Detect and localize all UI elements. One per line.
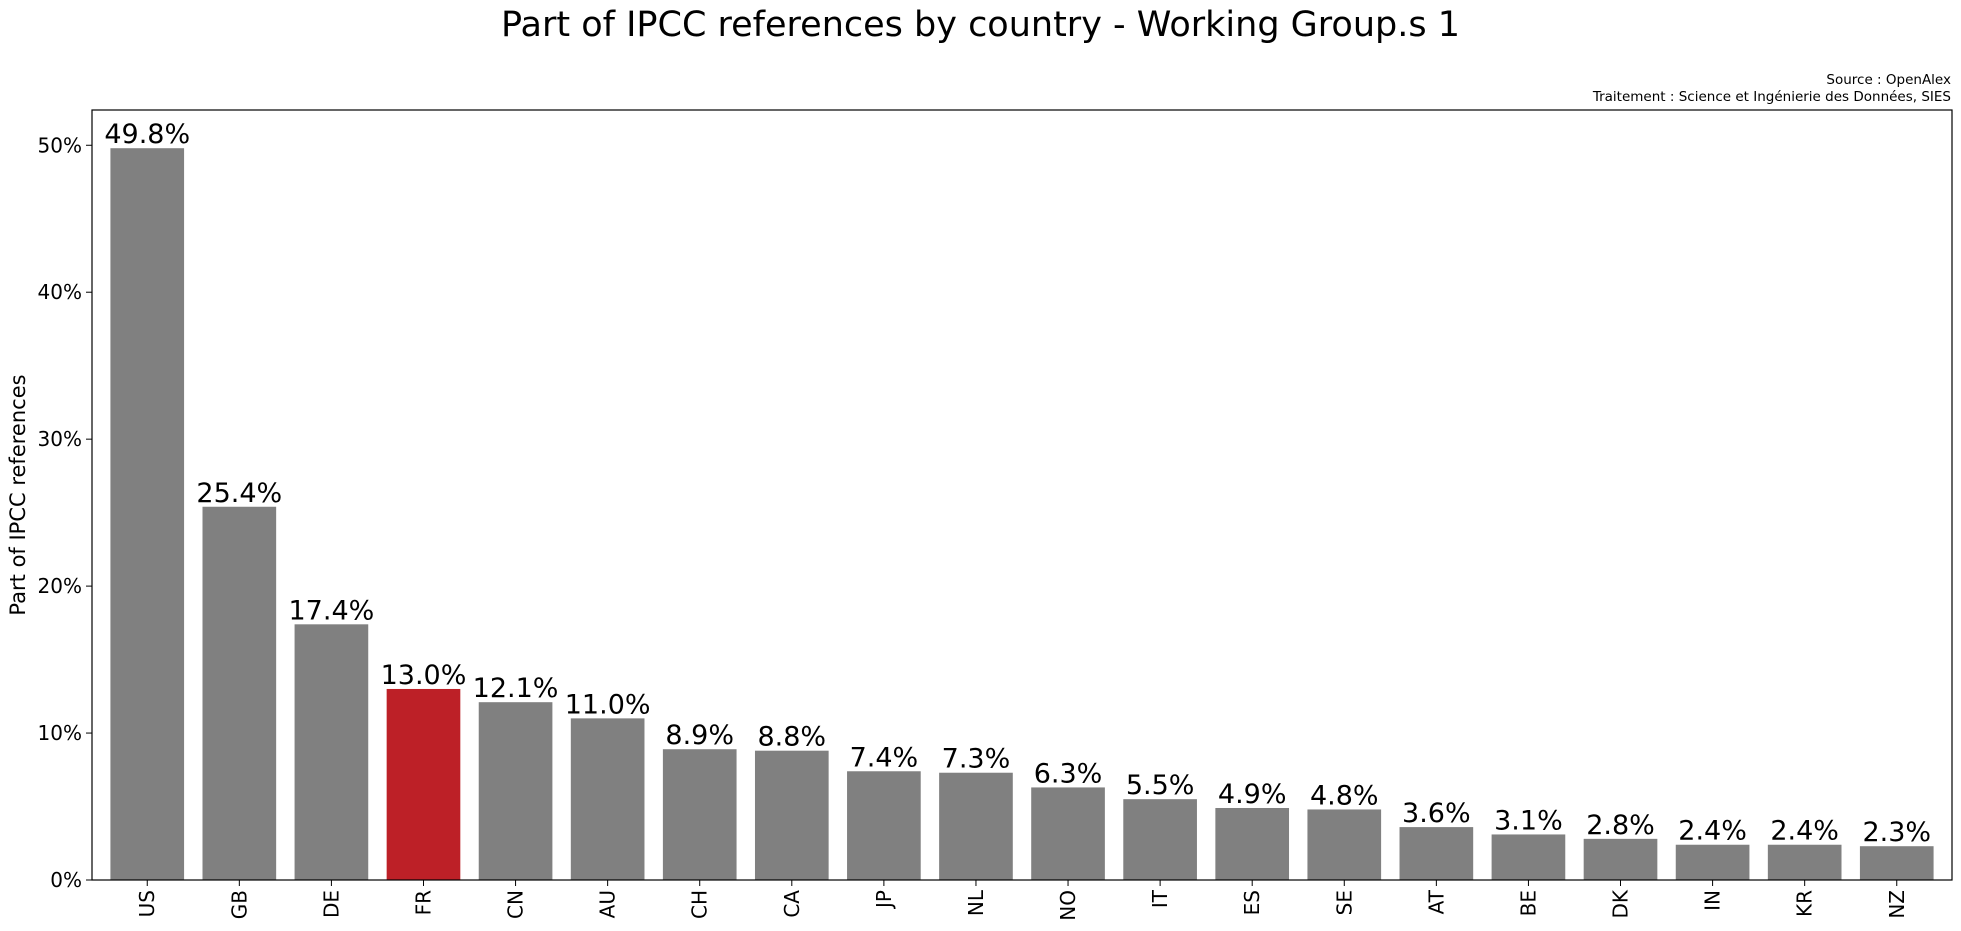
x-tick-label-es: ES <box>1240 890 1264 915</box>
value-label-au: 11.0% <box>565 689 651 720</box>
value-label-ch: 8.9% <box>665 720 734 751</box>
value-label-cn: 12.1% <box>473 673 559 704</box>
x-tick-label-in: IN <box>1701 890 1725 911</box>
value-label-dk: 2.8% <box>1586 810 1655 841</box>
x-tick-label-kr: KR <box>1793 890 1817 917</box>
value-label-us: 49.8% <box>104 119 190 150</box>
value-label-gb: 25.4% <box>196 478 282 509</box>
bar-nz <box>1859 846 1934 880</box>
x-tick-label-us: US <box>135 890 159 917</box>
value-label-es: 4.9% <box>1218 779 1287 810</box>
x-tick-label-ca: CA <box>780 890 804 918</box>
value-label-de: 17.4% <box>289 595 375 626</box>
x-tick-label-nz: NZ <box>1885 890 1909 919</box>
value-label-se: 4.8% <box>1310 780 1379 811</box>
y-tick-label: 50% <box>38 133 82 157</box>
x-tick-label-jp: JP <box>872 890 896 910</box>
bar-ch <box>662 749 737 880</box>
y-axis: 0% 10% 20% 30% 40% 50% <box>38 133 92 892</box>
bar-au <box>570 718 645 880</box>
plot-frame <box>91 109 1953 881</box>
x-axis: US GB DE FR CN AU CH CA JP NL NO IT ES SE AT BE DK IN KR NZ <box>135 880 1909 921</box>
source-line: Source : OpenAlex <box>1826 72 1951 88</box>
x-tick-label-at: AT <box>1424 889 1448 914</box>
treatment-line: Traitement : Science et Ingénierie des D… <box>1592 89 1951 105</box>
x-tick-label-de: DE <box>319 890 343 918</box>
x-tick-label-dk: DK <box>1609 889 1633 918</box>
value-label-kr: 2.4% <box>1770 816 1839 847</box>
bar-de <box>294 624 369 880</box>
x-tick-label-se: SE <box>1332 890 1356 915</box>
value-label-fr: 13.0% <box>381 660 467 691</box>
y-axis-title: Part of IPCC references <box>6 374 30 615</box>
value-label-be: 3.1% <box>1494 805 1563 836</box>
y-tick-label: 20% <box>38 574 82 598</box>
value-label-in: 2.4% <box>1678 816 1747 847</box>
bars-layer <box>110 148 1934 880</box>
bar-it <box>1123 799 1197 880</box>
value-label-it: 5.5% <box>1126 770 1195 801</box>
y-tick-label: 0% <box>50 868 82 892</box>
bar-ca <box>754 750 829 880</box>
value-label-ca: 8.8% <box>757 722 826 753</box>
bar-us <box>110 148 185 880</box>
y-tick-label: 30% <box>38 427 82 451</box>
chart-title: Part of IPCC references by country - Wor… <box>501 5 1460 45</box>
bar-in <box>1675 844 1750 880</box>
y-tick-label: 10% <box>38 721 82 745</box>
value-label-at: 3.6% <box>1402 798 1471 829</box>
bar-gb <box>202 506 277 880</box>
x-tick-label-cn: CN <box>504 890 528 919</box>
x-tick-label-it: IT <box>1148 889 1172 908</box>
bar-at <box>1399 827 1474 880</box>
x-tick-label-ch: CH <box>688 890 712 919</box>
bar-kr <box>1767 844 1842 880</box>
x-tick-label-au: AU <box>596 890 620 918</box>
y-tick-label: 40% <box>38 280 82 304</box>
bar-cn <box>478 702 553 880</box>
x-tick-label-gb: GB <box>227 890 251 919</box>
bar-dk <box>1583 838 1658 880</box>
source-note: Source : OpenAlex Traitement : Science e… <box>1593 72 1951 106</box>
x-tick-label-be: BE <box>1516 890 1540 916</box>
x-tick-label-no: NO <box>1056 890 1080 921</box>
bar-be <box>1491 834 1566 880</box>
bar-jp <box>847 771 921 880</box>
value-labels-layer: 49.8% 25.4% 17.4% 13.0% 12.1%11.0% 8.9% 8.8% 7.… <box>104 119 1931 848</box>
bar-fr <box>386 688 461 880</box>
bar-nl <box>939 772 1013 880</box>
bar-no <box>1031 787 1105 880</box>
value-label-no: 6.3% <box>1034 758 1103 789</box>
bar-se <box>1307 809 1382 880</box>
value-label-nl: 7.3% <box>942 744 1011 775</box>
value-label-jp: 7.4% <box>850 742 919 773</box>
value-label-nz: 2.3% <box>1862 817 1931 848</box>
x-tick-label-nl: NL <box>964 889 988 916</box>
x-tick-label-fr: FR <box>411 890 435 916</box>
bar-es <box>1215 807 1290 880</box>
